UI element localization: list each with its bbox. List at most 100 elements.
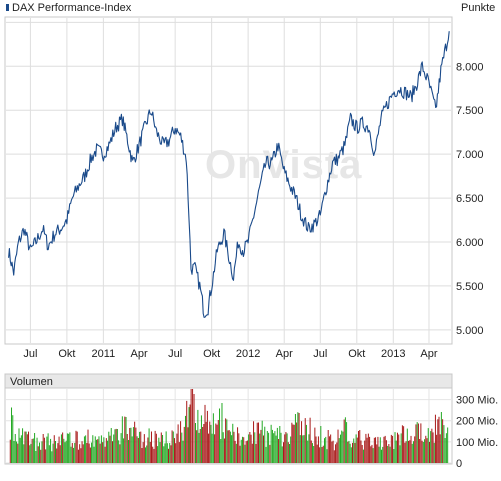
volume-bar xyxy=(149,441,151,463)
x-tick-label: Okt xyxy=(58,348,75,360)
volume-bar xyxy=(59,445,61,463)
volume-bar xyxy=(239,445,241,463)
volume-bar xyxy=(399,445,401,463)
volume-bar xyxy=(114,429,116,463)
volume-bar xyxy=(216,424,218,463)
volume-bar xyxy=(135,427,137,463)
volume-bar xyxy=(214,434,216,463)
y-unit-label: Punkte xyxy=(461,2,495,14)
volume-bar xyxy=(421,440,423,463)
volume-bar xyxy=(123,438,125,463)
volume-bar xyxy=(206,410,208,463)
volume-y-tick-label: 200 Mio. xyxy=(456,416,498,428)
volume-bar xyxy=(424,439,426,463)
volume-bar xyxy=(442,419,444,463)
volume-bar xyxy=(73,447,75,463)
volume-bar xyxy=(64,442,66,463)
volume-bar xyxy=(173,438,175,463)
volume-bar xyxy=(160,432,162,463)
volume-bar xyxy=(187,427,189,463)
x-tick-label: Okt xyxy=(203,348,220,360)
volume-bar xyxy=(177,424,179,463)
volume-bar xyxy=(231,435,233,463)
volume-bar xyxy=(370,446,372,463)
volume-bar xyxy=(292,424,294,463)
volume-bar xyxy=(439,434,441,463)
volume-bar xyxy=(79,444,81,463)
volume-bar xyxy=(445,433,447,463)
volume-bar xyxy=(164,443,166,463)
volume-bar xyxy=(319,447,321,463)
volume-bar xyxy=(302,435,304,463)
volume-bar xyxy=(220,439,222,463)
volume-bar xyxy=(134,421,136,463)
volume-bar xyxy=(378,446,380,463)
volume-bar xyxy=(404,442,406,463)
volume-bar xyxy=(83,436,85,463)
volume-bar xyxy=(148,428,150,463)
volume-bar xyxy=(251,443,253,463)
volume-bar xyxy=(19,437,21,463)
volume-bar xyxy=(382,446,384,463)
volume-bar xyxy=(273,433,275,463)
volume-bar xyxy=(403,426,405,463)
volume-bar xyxy=(307,440,309,463)
volume-bar xyxy=(16,441,18,463)
volume-bar xyxy=(25,431,27,463)
volume-bar xyxy=(12,415,14,463)
volume-bar xyxy=(316,444,318,463)
volume-bar xyxy=(99,443,101,463)
volume-bar xyxy=(126,434,128,463)
volume-bar xyxy=(416,422,418,463)
volume-bar xyxy=(85,435,87,463)
volume-bar xyxy=(9,439,11,463)
volume-bar xyxy=(240,439,242,463)
volume-bar xyxy=(111,441,113,463)
x-ticks: Jul Okt 2011 Apr Jul Okt 2012 Apr Jul Okt 2013 Apr xyxy=(23,348,438,360)
volume-bar xyxy=(182,440,184,463)
volume-bar xyxy=(377,436,379,463)
volume-bar xyxy=(257,422,259,463)
volume-bar xyxy=(153,448,155,463)
volume-bar xyxy=(324,438,325,463)
volume-bar xyxy=(371,444,373,463)
volume-bar xyxy=(431,428,433,463)
volume-bar xyxy=(434,414,436,463)
volume-bar xyxy=(158,437,160,463)
volume-bar xyxy=(204,404,206,463)
volume-bar xyxy=(157,446,159,463)
volume-bar xyxy=(243,437,245,463)
volume-bar xyxy=(346,422,348,463)
volume-bar xyxy=(87,429,89,463)
volume-bar xyxy=(69,432,71,463)
volume-bar xyxy=(305,424,307,463)
volume-bar xyxy=(14,434,16,463)
volume-bar xyxy=(398,434,400,463)
volume-bar xyxy=(141,448,143,463)
volume-bar xyxy=(285,432,287,463)
volume-bar xyxy=(336,442,338,463)
volume-bar xyxy=(250,434,252,463)
volume-bar xyxy=(284,434,286,463)
volume-bar xyxy=(232,423,234,463)
volume-bar xyxy=(142,442,144,463)
volume-bar xyxy=(175,443,177,463)
volume-bar xyxy=(443,425,445,463)
volume-bar xyxy=(339,434,341,463)
volume-bar xyxy=(46,436,48,463)
volume-bar xyxy=(170,445,172,463)
volume-bar xyxy=(23,444,25,463)
volume-bar xyxy=(269,444,271,463)
volume-bar xyxy=(287,442,289,463)
volume-bar xyxy=(265,446,267,463)
volume-bar xyxy=(248,434,250,463)
volume-bar xyxy=(326,449,328,463)
volume-bar xyxy=(379,437,381,463)
volume-bar xyxy=(139,431,141,463)
volume-bar xyxy=(228,430,230,463)
volume-bar xyxy=(26,434,28,463)
volume-bar xyxy=(369,436,371,463)
volume-bar xyxy=(281,446,283,463)
volume-bar xyxy=(208,433,210,463)
volume-bar xyxy=(298,413,300,463)
